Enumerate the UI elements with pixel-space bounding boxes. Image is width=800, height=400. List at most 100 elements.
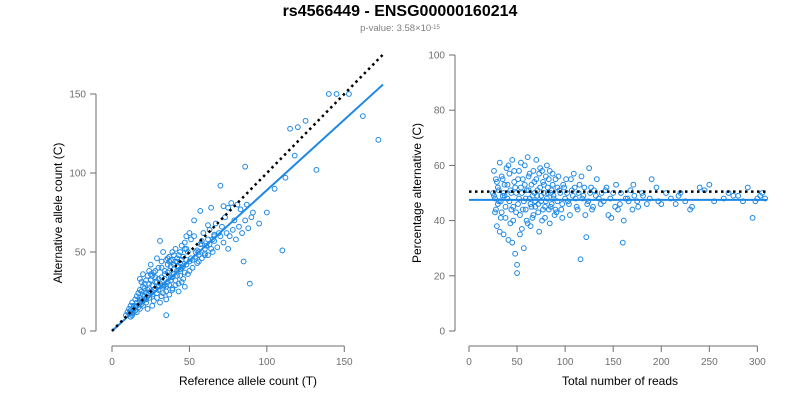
data-point <box>546 220 553 227</box>
chart-title: rs4566449 - ENSG00000160214 <box>282 3 518 20</box>
data-point <box>559 214 566 221</box>
data-point <box>520 245 527 252</box>
data-point <box>682 198 689 205</box>
reference-line <box>111 53 384 332</box>
data-point <box>629 206 636 213</box>
data-point <box>706 181 713 188</box>
data-point <box>242 163 249 170</box>
data-point <box>136 287 143 293</box>
data-point <box>580 192 587 199</box>
data-point <box>183 233 190 240</box>
data-point <box>209 249 216 255</box>
data-point <box>630 181 637 188</box>
data-point <box>158 274 165 281</box>
data-point <box>494 184 501 191</box>
data-point <box>511 179 518 185</box>
data-point <box>172 282 179 289</box>
y-axis-title: Alternative allele count (C) <box>51 143 65 284</box>
data-point <box>571 184 578 191</box>
data-point <box>559 201 566 207</box>
data-point <box>515 201 521 207</box>
data-point <box>542 214 548 221</box>
data-point <box>226 233 233 240</box>
data-point <box>169 249 176 255</box>
data-point <box>517 212 523 218</box>
data-point <box>302 117 309 124</box>
data-point <box>554 184 561 191</box>
data-point <box>579 195 586 202</box>
x-tick-label: 50 <box>184 357 196 368</box>
data-point <box>592 192 599 199</box>
data-point <box>522 195 529 202</box>
data-point <box>757 192 764 199</box>
data-point <box>530 168 537 174</box>
data-point <box>217 233 224 240</box>
data-point <box>510 203 517 210</box>
data-point <box>177 272 184 279</box>
data-point <box>505 237 512 243</box>
data-point <box>188 236 194 243</box>
data-point <box>493 206 499 213</box>
x-tick-label: 150 <box>336 357 353 368</box>
data-point <box>497 198 504 205</box>
x-tick-label: 50 <box>512 357 524 368</box>
data-point <box>133 293 140 300</box>
data-point <box>147 277 154 284</box>
data-point <box>291 152 298 159</box>
data-point <box>512 184 519 191</box>
data-point <box>625 198 632 205</box>
chart-subtitle: p-value: 3.58×10-15 <box>0 23 800 35</box>
data-point <box>147 271 154 278</box>
data-point <box>496 159 503 166</box>
data-point <box>169 287 176 293</box>
data-point <box>519 176 526 183</box>
data-point <box>658 201 665 207</box>
p-value-text: p-value: 3.58×10 <box>360 23 432 34</box>
data-point <box>735 192 742 199</box>
data-point <box>744 184 751 191</box>
data-point <box>528 181 535 188</box>
data-point <box>144 305 151 312</box>
data-point <box>631 192 638 199</box>
data-point <box>197 208 204 214</box>
data-point <box>181 245 188 252</box>
data-point <box>205 222 211 229</box>
data-point <box>603 184 610 191</box>
data-point <box>565 198 571 205</box>
y-axis-title: Percentage alternative (C) <box>410 123 424 263</box>
data-point <box>545 176 552 183</box>
data-point <box>589 206 595 213</box>
data-point <box>346 91 352 97</box>
data-point <box>548 187 555 194</box>
data-point <box>219 223 225 230</box>
data-point <box>163 257 170 263</box>
data-point <box>147 261 154 268</box>
x-axis-title: Total number of reads <box>562 374 678 388</box>
data-point <box>531 179 538 185</box>
data-point <box>282 174 289 181</box>
data-point <box>577 256 584 263</box>
data-point <box>507 187 514 194</box>
data-point <box>217 182 224 189</box>
data-point <box>567 212 573 218</box>
data-point <box>663 190 669 196</box>
data-point <box>585 198 592 205</box>
data-point <box>518 190 525 196</box>
data-point <box>543 198 549 205</box>
data-point <box>163 296 170 303</box>
data-point <box>186 230 193 236</box>
data-point <box>506 198 513 205</box>
data-point <box>136 275 143 282</box>
data-point <box>146 268 153 274</box>
data-point <box>140 271 146 278</box>
data-point <box>313 166 320 173</box>
data-point <box>569 192 576 199</box>
data-point <box>237 206 244 213</box>
data-point <box>166 291 173 298</box>
data-point <box>191 217 197 224</box>
data-point <box>524 154 531 161</box>
data-point <box>271 185 278 192</box>
data-point <box>643 201 650 207</box>
data-point <box>507 220 514 227</box>
x-axis-title: Reference allele count (T) <box>179 374 317 388</box>
